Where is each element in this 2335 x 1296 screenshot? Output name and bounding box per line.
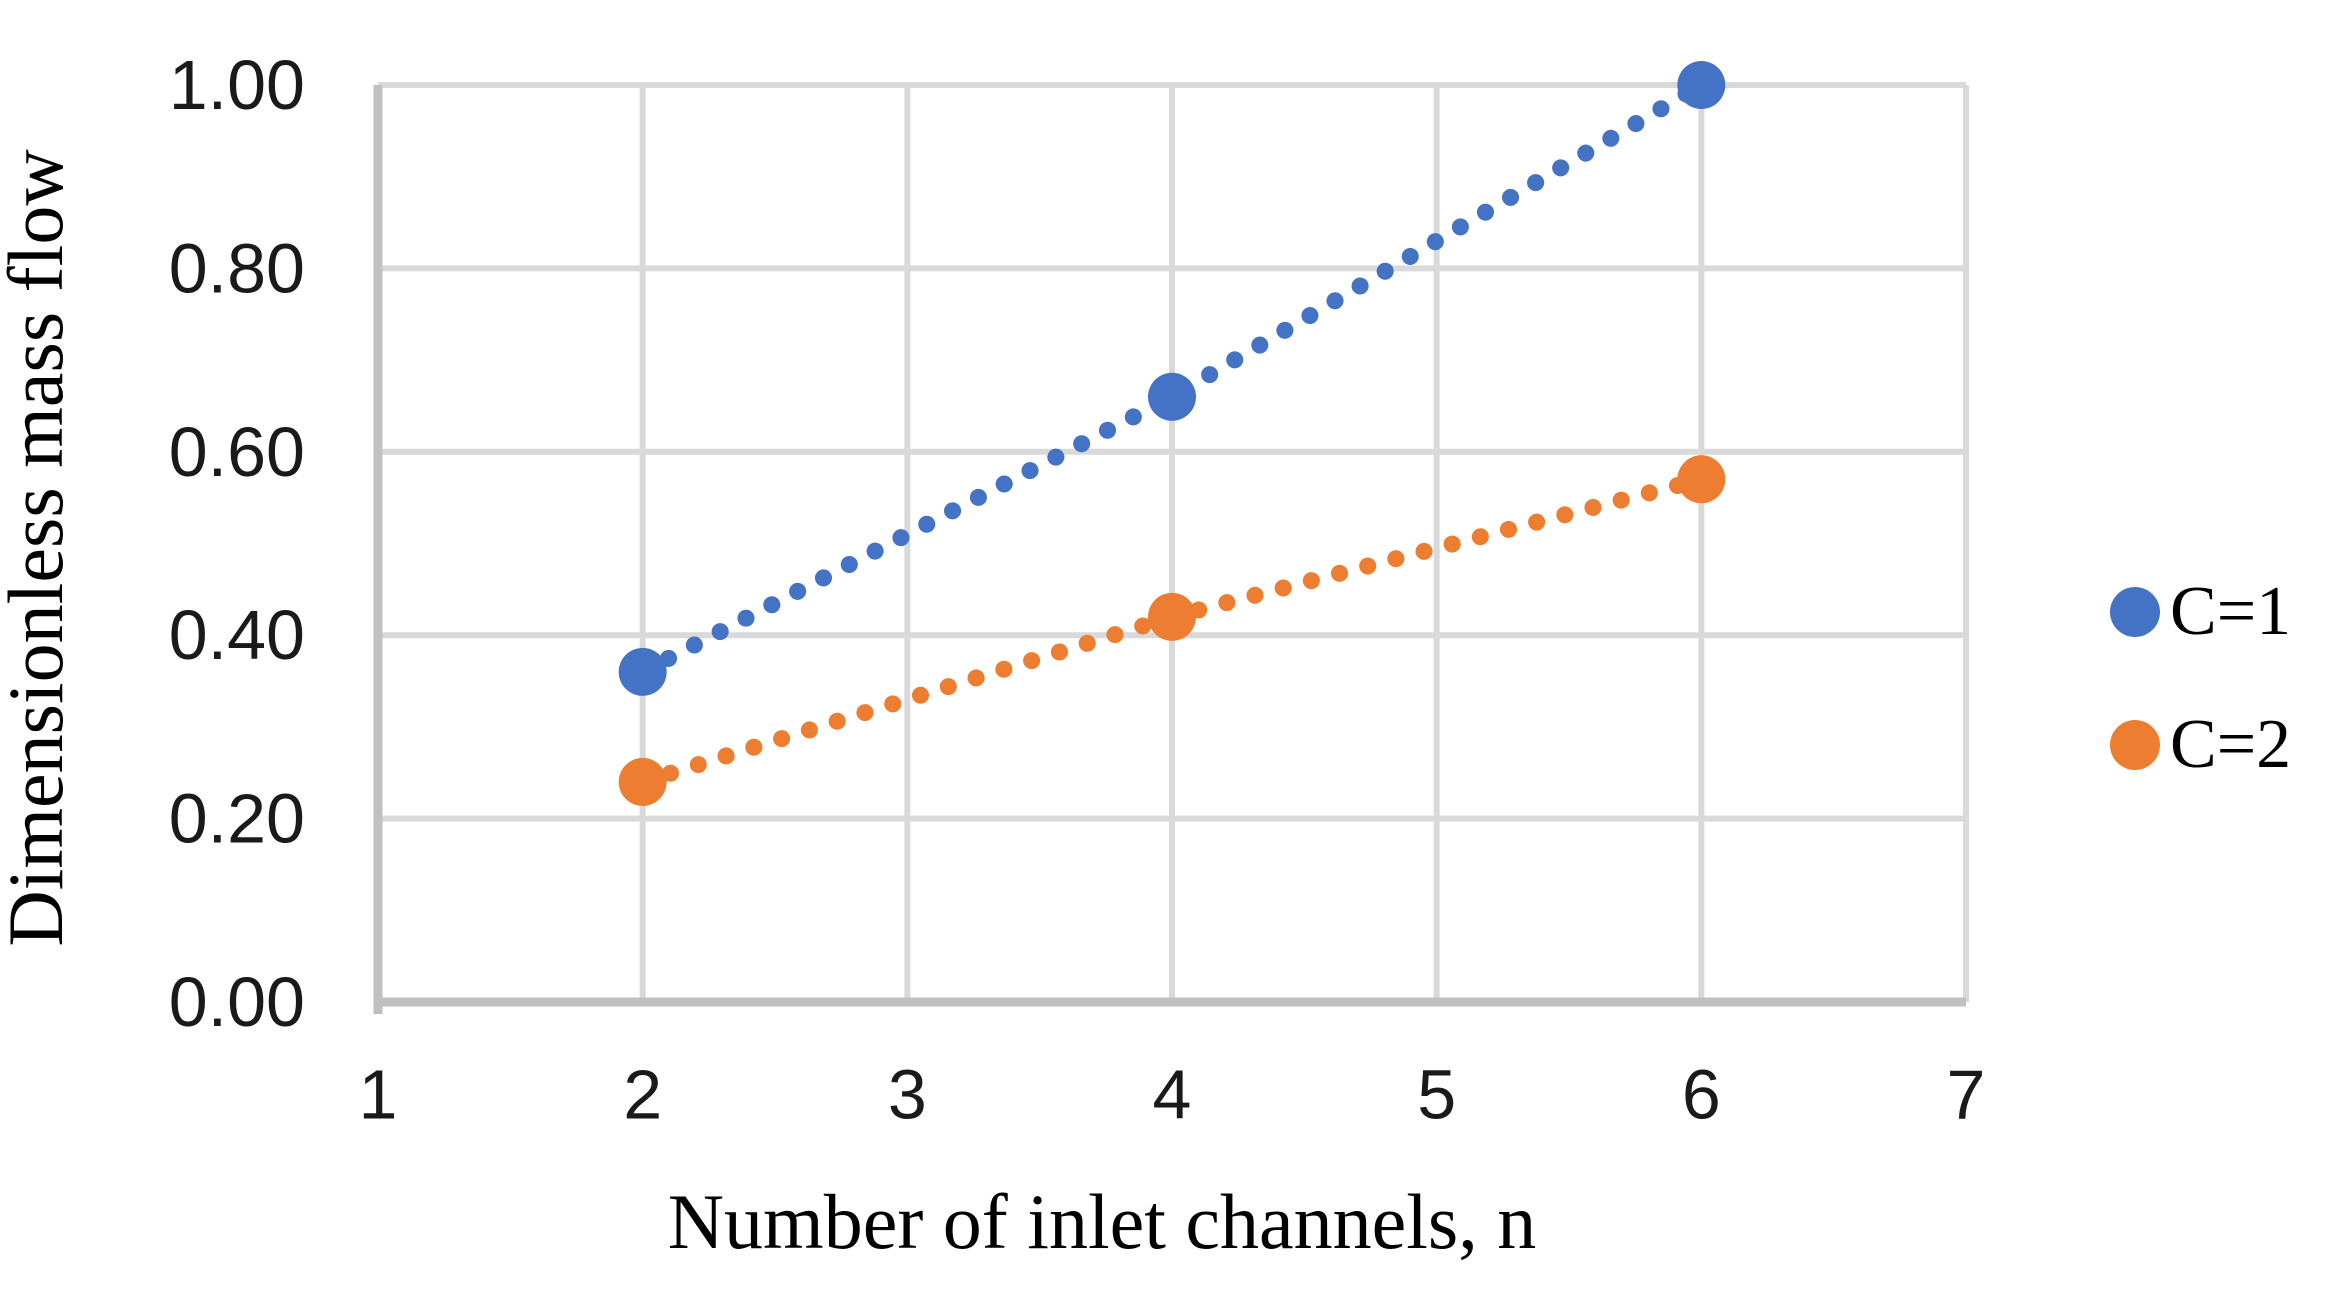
y-tick-label: 0.40	[169, 596, 305, 674]
legend-marker-icon	[2110, 720, 2160, 770]
legend: C=1 C=2	[2110, 577, 2291, 780]
y-tick-label: 0.20	[169, 780, 305, 858]
x-tick-label: 7	[1947, 1055, 1986, 1133]
x-tick-label: 2	[623, 1055, 662, 1133]
series-line-C=1	[634, 76, 1710, 681]
data-point-C=1	[1677, 61, 1726, 109]
x-tick-label: 3	[888, 1055, 927, 1133]
x-axis-title: Number of inlet channels, n	[668, 1178, 1537, 1265]
y-axis-title: Dimensionless mass flow	[0, 149, 79, 946]
legend-item: C=1	[2110, 577, 2291, 647]
x-tick-label: 4	[1153, 1055, 1192, 1133]
gridlines	[378, 82, 1969, 1002]
data-point-C=1	[618, 647, 667, 696]
series-layer	[618, 61, 1726, 806]
tick-labels: 1 2 3 4 5 6 7 0.00 0.20 0.40 0.60 0.80 1.00	[169, 46, 1986, 1133]
legend-marker-icon	[2110, 587, 2160, 637]
y-tick-label: 0.80	[169, 229, 305, 307]
legend-label: C=2	[2170, 706, 2292, 783]
y-tick-label: 0.60	[169, 413, 305, 491]
x-tick-label: 5	[1417, 1055, 1456, 1133]
x-tick-label: 6	[1682, 1055, 1721, 1133]
legend-item: C=2	[2110, 710, 2291, 780]
axis-lines	[373, 85, 1966, 1014]
data-point-C=1	[1148, 372, 1196, 421]
data-point-C=2	[618, 757, 667, 806]
y-tick-label: 1.00	[169, 46, 305, 124]
legend-label: C=1	[2170, 573, 2292, 650]
data-point-C=2	[1677, 455, 1726, 504]
y-tick-label: 0.00	[169, 963, 305, 1041]
x-tick-label: 1	[359, 1055, 398, 1133]
data-point-C=2	[1148, 592, 1196, 641]
